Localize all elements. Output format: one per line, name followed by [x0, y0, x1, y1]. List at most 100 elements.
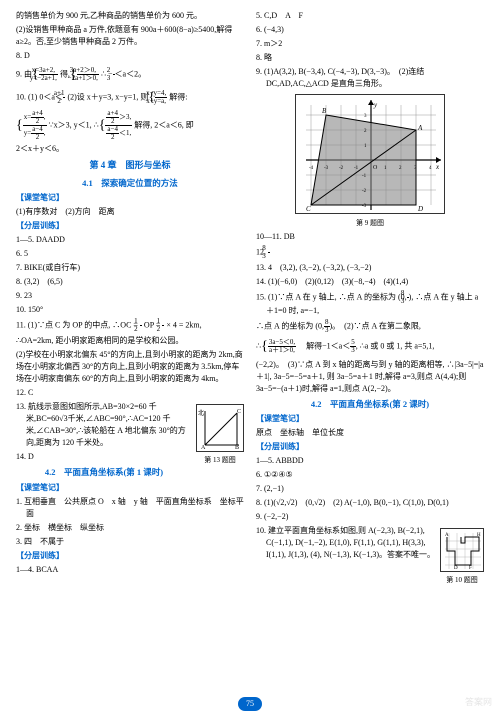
text: 原点 坐标轴 单位长度 [256, 427, 484, 439]
answer-10b: {x=a+42,y=a−42, ∵x＞3, y＜1, ∴{a+42＞3,a−42… [16, 110, 244, 141]
answer: 12. C [16, 387, 244, 399]
text: (2)设销售甲种商品 a 万件,依题意有 900a＋600(8−a)≥5400,… [16, 24, 244, 48]
t: ＜a＜2。 [115, 69, 147, 78]
svg-text:A: A [417, 124, 423, 132]
page-number: 75 [238, 697, 262, 711]
frac: a+12 [63, 90, 66, 105]
svg-text:-3: -3 [362, 204, 367, 209]
brace-icon: { [99, 118, 106, 133]
frac: 3a+2＞0,−2a+1＞0, [77, 67, 99, 82]
chapter-heading: 第 4 章 图形与坐标 [16, 159, 244, 173]
answer-9: 9. 由{x=3a+2,y=−2a+1, 得,{3a+2＞0,−2a+1＞0, … [16, 64, 244, 85]
svg-text:A: A [445, 533, 449, 538]
answer-8: 8. D [16, 50, 244, 62]
answer: 5. C,D A F [256, 10, 484, 22]
figure-caption: 第 9 题图 [256, 218, 484, 229]
answer: 7. BIKE(或自行车) [16, 262, 244, 274]
t: ∵x＞3, y＜1, ∴ [49, 120, 99, 129]
frac: 12 [140, 318, 142, 333]
t: 解得: [169, 92, 187, 101]
answer: 10—11. DB [256, 231, 484, 243]
text: 3. 四 不属于 [16, 536, 244, 548]
svg-text:C: C [237, 409, 241, 415]
answer-10c: 2＜x＋y＜6。 [16, 143, 244, 155]
text: (−2,2)。 (3)∵点 A 到 x 轴的距离与到 y 轴的距离相等, ∴|3… [256, 359, 484, 395]
section-heading: 4.2 平面直角坐标系(第 2 课时) [256, 398, 484, 411]
svg-text:-2: -2 [362, 189, 367, 194]
answer: 13. 4 (3,2), (3,−2), (−3,2), (−3,−2) [256, 262, 484, 274]
t: 解得, 2＜a＜6, 即 [134, 120, 194, 129]
answer-11: 11. (1)∵点 C 为 OP 的中点, ∴OC = 12 OP = 12 ×… [16, 318, 244, 333]
svg-text:-1: -1 [354, 166, 359, 171]
sub-heading: 【课堂笔记】 [16, 482, 244, 494]
svg-text:-2: -2 [339, 166, 344, 171]
svg-text:O: O [373, 165, 378, 171]
sub-heading: 【课堂笔记】 [16, 192, 244, 204]
svg-text:D: D [417, 205, 423, 213]
text: 的销售单价为 900 元,乙种商品的销售单价为 600 元。 [16, 10, 244, 22]
frac: x=a+42,y=a−42, [23, 110, 47, 141]
answer: 1—5. DAADD [16, 234, 244, 246]
text: 2. 坐标 横坐标 纵坐标 [16, 522, 244, 534]
svg-text:B: B [235, 445, 239, 451]
t: (2)设 x＋y=3, x−y=1, 则 [67, 92, 148, 101]
brace-icon: { [16, 118, 23, 133]
answer: 10. 150° [16, 304, 244, 316]
frac: 83 [268, 245, 270, 260]
sub-heading: 【分层训练】 [256, 441, 484, 453]
figure-caption: 第 13 题图 [196, 455, 244, 466]
answer: 7. (2,−1) [256, 483, 484, 495]
answer: 6. (−4,3) [256, 24, 484, 36]
frac: x=3a+2,y=−2a+1, [39, 67, 58, 82]
answer: 6. ①②④⑤ [256, 469, 484, 481]
section-heading: 4.2 平面直角坐标系(第 1 课时) [16, 466, 244, 479]
frac: 3a−5＜0,a＋1＞0, [268, 339, 296, 354]
svg-text:北: 北 [198, 409, 204, 417]
t: × 4 = 2km, [166, 321, 201, 330]
svg-text:B: B [322, 107, 327, 115]
text: ∴OA=2km, 距小明家距离相同的是学校和公园。 [16, 335, 244, 347]
text: (1)有序数对 (2)方向 距离 [16, 206, 244, 218]
frac: a+42＞3,a−42＜1, [105, 110, 132, 141]
figure-caption: 第 10 题图 [440, 575, 484, 586]
figure-10: AH DF 第 10 题图 [440, 525, 484, 587]
answer: 9. 23 [16, 290, 244, 302]
svg-text:H: H [477, 533, 481, 538]
brace-icon: { [261, 339, 268, 354]
svg-text:-1: -1 [362, 174, 367, 179]
answer: 9. (−2,−2) [256, 511, 484, 523]
answer: 9. (1)A(3,2), B(−3,4), C(−4,−3), D(3,−3)… [256, 66, 484, 90]
grid-shape: AH DF [440, 528, 484, 572]
text: ∴点 A 的坐标为 (0,83)。 (2)∵点 A 在第二象限, [256, 319, 484, 334]
sub-heading: 【课堂笔记】 [256, 413, 484, 425]
watermark: 答案网 [465, 696, 492, 710]
svg-text:-3: -3 [324, 166, 329, 171]
answer-15: 15. (1)∵点 A 在 y 轴上, ∴点 A 的坐标为 (0,83), ∴点… [256, 290, 484, 317]
answer: 7. m＞2 [256, 38, 484, 50]
text: ∴{3a−5＜0,a＋1＞0, 解得−1＜a＜53, ∴a 或 0 或 1, 共… [256, 336, 484, 357]
answer-10: 10. (1) 0＜a＜a+12 (2)设 x＋y=3, x−y=1, 则{x−… [16, 87, 244, 108]
frac: 12 [162, 318, 164, 333]
text: (2)学校在小明家北偏东 45°的方向上,且到小明家的距离为 2km,商场在小明… [16, 349, 244, 385]
svg-text:-4: -4 [309, 166, 314, 171]
answer: 1—4. BCAA [16, 564, 244, 576]
answer: 14. (1)(−6,0) (2)(0,12) (3)(−8,−4) (4)(1… [256, 276, 484, 288]
answer: 1—5. ABBDD [256, 455, 484, 467]
section-heading: 4.1 探索确定位置的方法 [16, 177, 244, 190]
coordinate-grid: B A C D y x O -4-3-2-1 1234 123 -1-2-3 [295, 94, 445, 214]
svg-text:A: A [201, 445, 206, 451]
svg-text:C: C [306, 205, 311, 213]
t: 解得−1＜a＜ [298, 341, 350, 350]
answer: 8. (3,2) (6,5) [16, 276, 244, 288]
t: , ∴a 或 0 或 1, 共 a=5,1, [356, 341, 435, 350]
sub-heading: 【分层训练】 [16, 220, 244, 232]
svg-text:F: F [469, 566, 472, 571]
sub-heading: 【分层训练】 [16, 550, 244, 562]
t: 15. (1)∵点 A 在 y 轴上, ∴点 A 的坐标为 (0, [256, 292, 407, 301]
answer: 8. (1)(√2,√2) (0,√2) (2) A(−1,0), B(0,−1… [256, 497, 484, 509]
text: 1. 互相垂直 公共原点 O x 轴 y 轴 平面直角坐标系 坐标平面 [16, 496, 244, 520]
frac: x−y=4,x+y=a, [155, 90, 167, 105]
answer: 6. 5 [16, 248, 244, 260]
t: )。 (2)∵点 A 在第二象限, [330, 321, 421, 330]
answer-12: 12. 83 [256, 245, 484, 260]
